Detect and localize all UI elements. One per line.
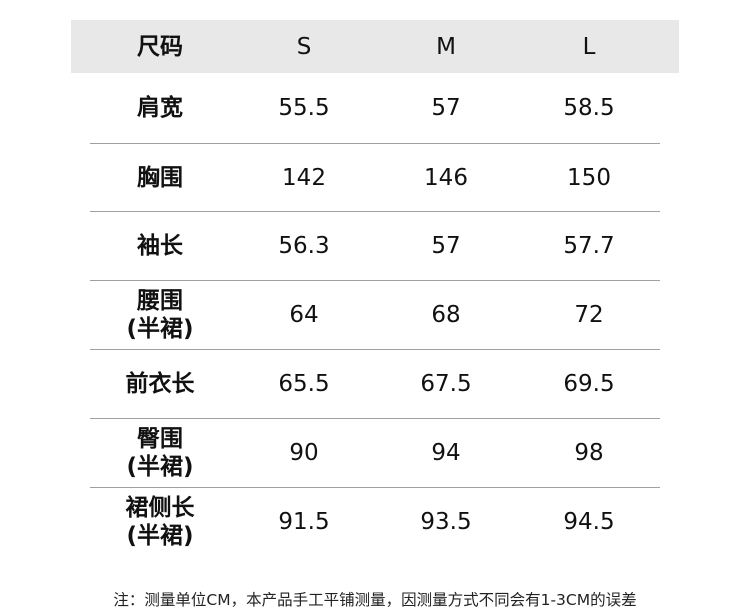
row-label: 胸围 <box>137 164 183 191</box>
table-header-bg <box>71 20 679 73</box>
measurement-note: 注：测量单位CM，本产品手工平铺测量，因测量方式不同会有1-3CM的误差 <box>113 591 637 609</box>
header-m: M <box>436 33 456 60</box>
row-divider <box>90 143 660 144</box>
row-value: 57.7 <box>563 232 615 259</box>
row-value: 64 <box>289 301 319 328</box>
table-row: 前衣长 65.5 67.5 69.5 <box>0 349 750 418</box>
table-row: 裙侧长 (半裙) 91.5 93.5 94.5 <box>0 487 750 556</box>
row-label: 腰围 (半裙) <box>126 287 194 342</box>
header-l: L <box>582 33 596 60</box>
row-value: 58.5 <box>563 94 615 121</box>
row-value: 93.5 <box>420 508 472 535</box>
row-label: 裙侧长 (半裙) <box>125 494 195 549</box>
row-value: 68 <box>431 301 461 328</box>
table-row: 胸围 142 146 150 <box>0 143 750 212</box>
row-divider <box>90 280 660 281</box>
row-divider <box>90 418 660 419</box>
row-value: 55.5 <box>278 94 330 121</box>
row-value: 57 <box>431 232 461 259</box>
header-size: 尺码 <box>137 33 183 60</box>
row-value: 72 <box>574 301 604 328</box>
row-value: 142 <box>282 164 326 191</box>
row-value: 91.5 <box>278 508 330 535</box>
row-label: 臀围 (半裙) <box>126 425 194 480</box>
row-value: 150 <box>567 164 611 191</box>
table-row: 臀围 (半裙) 90 94 98 <box>0 418 750 487</box>
row-label: 前衣长 <box>125 370 195 397</box>
row-value: 69.5 <box>563 370 615 397</box>
row-divider <box>90 349 660 350</box>
row-value: 57 <box>431 94 461 121</box>
row-label: 袖长 <box>137 232 183 259</box>
row-value: 94 <box>431 439 461 466</box>
row-value: 146 <box>424 164 468 191</box>
row-label: 肩宽 <box>137 94 183 121</box>
row-value: 98 <box>574 439 604 466</box>
row-divider <box>90 211 660 212</box>
row-value: 56.3 <box>278 232 330 259</box>
table-row: 腰围 (半裙) 64 68 72 <box>0 280 750 349</box>
header-s: S <box>296 33 312 60</box>
row-value: 94.5 <box>563 508 615 535</box>
row-divider <box>90 487 660 488</box>
table-row: 肩宽 55.5 57 58.5 <box>0 73 750 142</box>
row-value: 65.5 <box>278 370 330 397</box>
table-header-row: 尺码 S M L <box>0 20 750 73</box>
table-row: 袖长 56.3 57 57.7 <box>0 211 750 280</box>
row-value: 90 <box>289 439 319 466</box>
row-value: 67.5 <box>420 370 472 397</box>
